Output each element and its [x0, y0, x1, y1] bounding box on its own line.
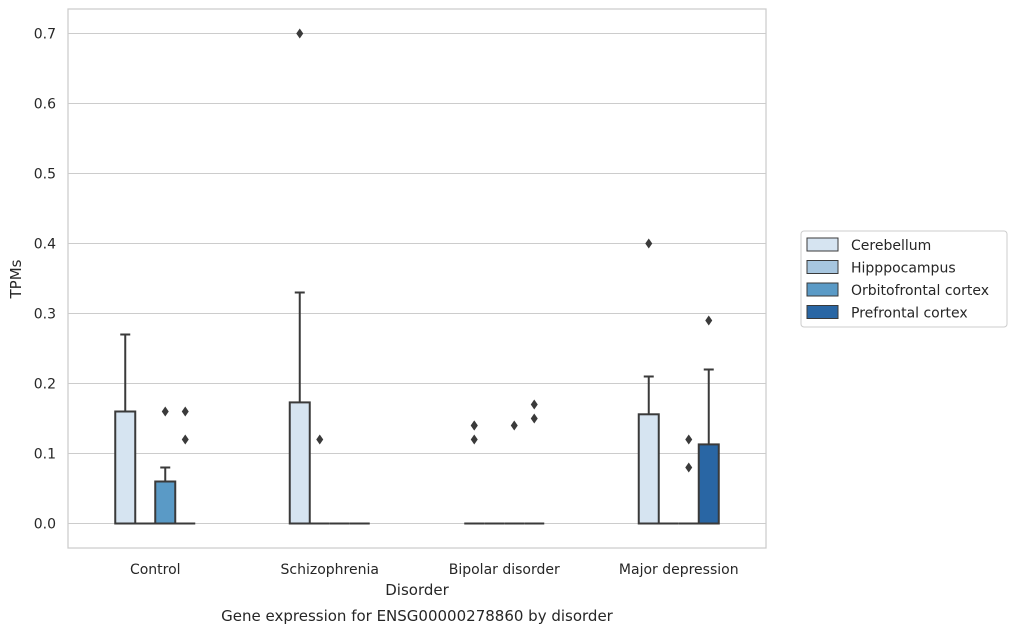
y-axis-title: TPMs — [7, 259, 25, 299]
y-tick-label: 0.4 — [34, 237, 56, 253]
legend-frame — [800, 230, 1008, 328]
x-tick-label: Bipolar disorder — [449, 562, 560, 578]
box — [678, 434, 699, 525]
y-tick-label: 0.0 — [34, 517, 56, 533]
legend-label: Cerebellum — [851, 238, 931, 254]
legend-label: Orbitofrontal cortex — [851, 283, 989, 299]
box — [504, 420, 525, 525]
outlier-point — [181, 434, 189, 445]
legend-swatch — [806, 305, 839, 319]
y-tick-label: 0.6 — [34, 97, 56, 113]
box — [154, 406, 177, 525]
x-tick-label: Control — [130, 562, 181, 578]
x-axis-ticks: Control Schizophrenia Bipolar disorder Majo… — [130, 562, 739, 578]
outlier-point — [316, 434, 324, 445]
plot-frame — [67, 8, 767, 549]
x-axis-title: Disorder — [385, 581, 449, 599]
box — [114, 333, 137, 525]
outlier-point — [685, 462, 693, 473]
y-tick-label: 0.7 — [34, 27, 56, 43]
outlier-point — [685, 434, 693, 445]
outlier-point — [705, 315, 713, 326]
y-tick-label: 0.5 — [34, 167, 56, 183]
outlier-point — [530, 399, 538, 410]
box-series — [114, 28, 720, 525]
box — [464, 420, 485, 525]
legend-item: Prefrontal cortex — [806, 305, 968, 322]
legend-item: Hipppocampus — [806, 260, 956, 277]
box-body — [637, 413, 660, 525]
box — [637, 238, 660, 525]
plot-background — [68, 9, 766, 548]
box-body — [154, 480, 177, 525]
legend-item: Cerebellum — [806, 237, 931, 254]
box — [309, 434, 330, 525]
y-tick-label: 0.1 — [34, 447, 56, 463]
y-tick-label: 0.3 — [34, 307, 56, 323]
outlier-point — [645, 238, 653, 249]
outlier-point — [296, 28, 304, 39]
legend-swatch — [806, 260, 839, 274]
box — [524, 399, 545, 525]
y-tick-label: 0.2 — [34, 377, 56, 393]
outlier-point — [161, 406, 169, 417]
box — [697, 315, 720, 525]
box-body — [114, 410, 137, 525]
x-tick-label: Schizophrenia — [281, 562, 379, 578]
outlier-point — [530, 413, 538, 424]
x-tick-label: Major depression — [619, 562, 739, 578]
gridlines — [68, 33, 766, 524]
legend: Cerebellum Hipppocampus Orbitofrontal cort… — [800, 230, 1008, 328]
outlier-point — [470, 434, 478, 445]
y-axis-ticks: 0.0 0.1 0.2 0.3 0.4 0.5 0.6 0.7 — [34, 27, 56, 533]
legend-label: Prefrontal cortex — [851, 306, 968, 322]
legend-swatch — [806, 237, 839, 252]
box — [288, 28, 311, 525]
box-body — [288, 401, 311, 525]
legend-swatch — [806, 282, 839, 297]
chart-caption: Gene expression for ENSG00000278860 by d… — [221, 607, 614, 625]
legend-label: Hipppocampus — [851, 261, 956, 277]
outlier-point — [470, 420, 478, 431]
legend-item: Orbitofrontal cortex — [806, 282, 989, 299]
outlier-point — [181, 406, 189, 417]
box — [175, 406, 196, 525]
box-body — [697, 443, 720, 525]
outlier-point — [510, 420, 518, 431]
